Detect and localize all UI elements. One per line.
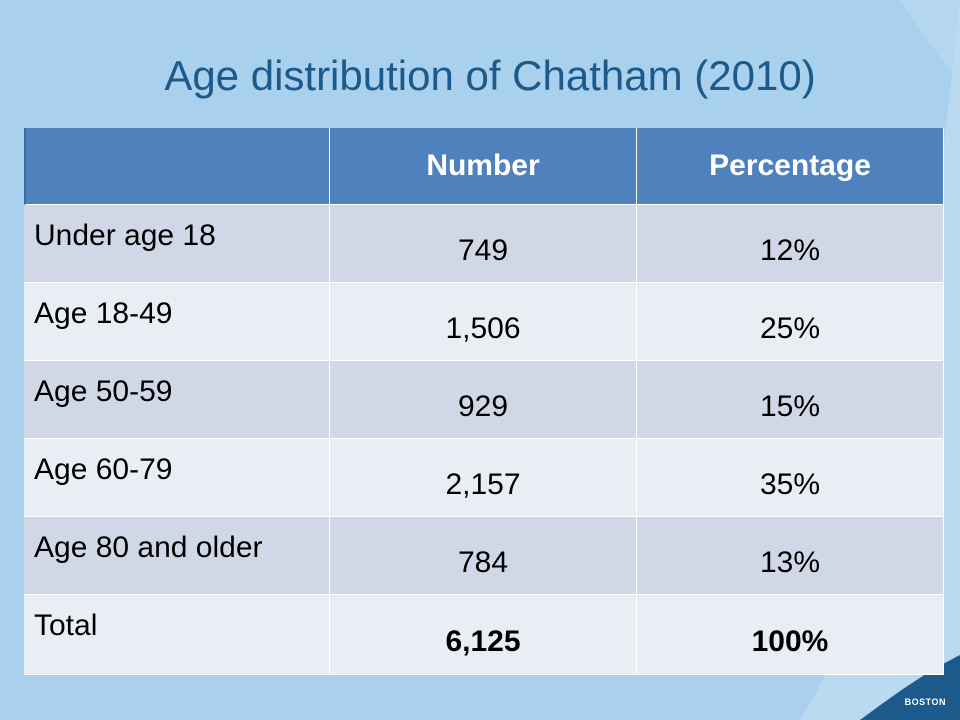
table-row: Age 80 and older 784 13% (24, 517, 944, 595)
total-label: Total (24, 595, 330, 675)
table-row: Age 60-79 2,157 35% (24, 439, 944, 517)
row-label: Under age 18 (24, 205, 330, 283)
row-number: 2,157 (330, 439, 637, 517)
total-number: 6,125 (330, 595, 637, 675)
row-label: Age 18-49 (24, 283, 330, 361)
row-percentage: 35% (637, 439, 944, 517)
table-row: Age 18-49 1,506 25% (24, 283, 944, 361)
row-percentage: 13% (637, 517, 944, 595)
age-distribution-table: Number Percentage Under age 18 749 12% A… (24, 128, 944, 675)
row-label: Age 80 and older (24, 517, 330, 595)
column-header-percentage: Percentage (637, 128, 944, 205)
column-header-number: Number (330, 128, 637, 205)
row-number: 1,506 (330, 283, 637, 361)
table-row: Under age 18 749 12% (24, 205, 944, 283)
total-percentage: 100% (637, 595, 944, 675)
row-label: Age 50-59 (24, 361, 330, 439)
column-header-label (24, 128, 330, 205)
row-number: 929 (330, 361, 637, 439)
row-percentage: 12% (637, 205, 944, 283)
table-row: Age 50-59 929 15% (24, 361, 944, 439)
row-percentage: 25% (637, 283, 944, 361)
row-label: Age 60-79 (24, 439, 330, 517)
row-number: 749 (330, 205, 637, 283)
table-total-row: Total 6,125 100% (24, 595, 944, 675)
page-title: Age distribution of Chatham (2010) (164, 52, 816, 99)
table-header-row: Number Percentage (24, 128, 944, 205)
row-number: 784 (330, 517, 637, 595)
logo-boston: BOSTON (904, 697, 946, 707)
row-percentage: 15% (637, 361, 944, 439)
